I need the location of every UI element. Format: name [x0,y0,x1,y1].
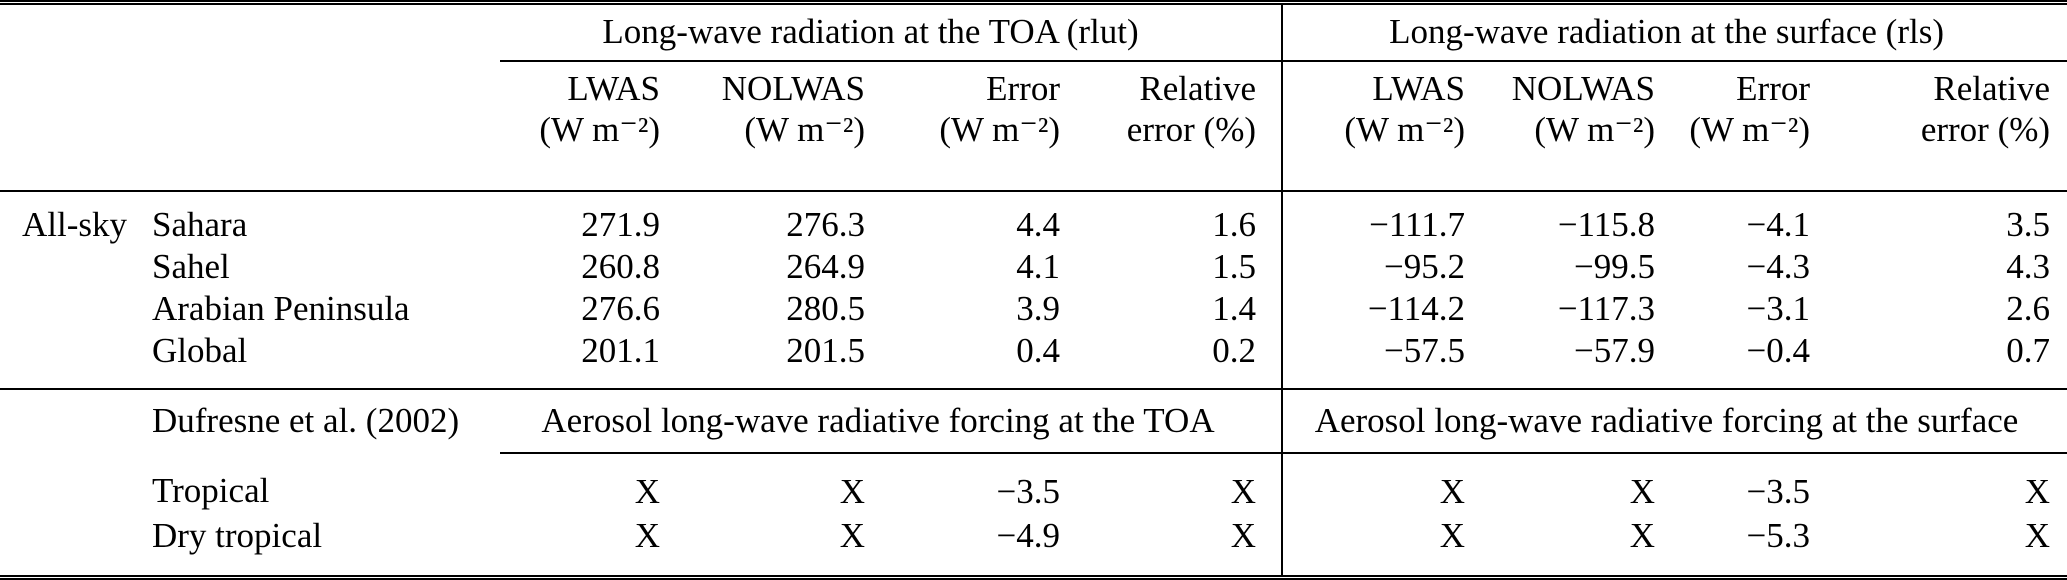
empty-cell [0,110,500,192]
unit-lwas-surface: (W m⁻²) [1281,110,1466,192]
cell-value: 201.5 [660,330,865,390]
col-header-relative-surface: Relative [1933,69,2051,109]
cell-value: −117.3 [1557,288,1656,328]
table-row-sahel: Sahel 260.8 264.9 4.1 1.5 −95.2 −99.5 −4… [0,246,2067,288]
table-row-group-headers: Long-wave radiation at the TOA (rlut) Lo… [0,5,2067,62]
unit-error-surface: (W m⁻²) [1655,110,1811,192]
cell-value: 0.7 [1810,330,2067,390]
span-header-forcing-surface: Aerosol long-wave radiative forcing at t… [1281,389,2067,454]
row-label: Global [130,330,500,390]
cell-value: 3.9 [1016,288,1060,328]
cell-value: 276.6 [581,288,660,328]
table-row-dufresne-header: Dufresne et al. (2002) Aerosol long-wave… [0,389,2067,454]
cell-value: 4.3 [2006,246,2051,286]
empty-cell [0,453,130,514]
col-header-error-surface: Error [1736,69,1811,109]
col-header-error-toa: Error [986,69,1060,109]
cell-value: −57.5 [1281,330,1466,390]
unit-lwas-toa: (W m⁻²) [500,110,660,192]
span-header-forcing-toa: Aerosol long-wave radiative forcing at t… [500,389,1283,454]
cell-value: 3.5 [2006,204,2051,244]
cell-value: X [2024,471,2051,511]
table-row-global: Global 201.1 201.5 0.4 0.2 −57.5 −57.9 −… [0,330,2067,390]
section-label-allsky: All-sky [22,204,127,244]
cell-value: 0.2 [1060,330,1283,390]
cell-value: −3.5 [996,471,1061,511]
cell-value: X [1230,471,1257,511]
cell-value: 264.9 [786,246,865,286]
empty-cell [0,330,130,390]
unit-relative-surface: error (%) [1810,110,2067,192]
cell-value: −57.9 [1465,330,1656,390]
row-label: Dry tropical [152,515,323,555]
cell-value: 2.6 [2006,288,2051,328]
col-header-nolwas-surface: NOLWAS [1511,69,1656,109]
cell-value: −3.1 [1746,288,1811,328]
col-header-relative-toa: Relative [1139,69,1257,109]
cell-value: X [1281,453,1466,514]
col-header-lwas-surface: LWAS [1281,61,1466,110]
empty-cell [0,61,500,110]
cell-value: 1.6 [1212,204,1257,244]
cell-value: X [1281,514,1466,575]
row-label: Sahel [152,246,230,286]
group-header-toa: Long-wave radiation at the TOA (rlut) [500,5,1283,62]
table-row-subheaders: LWAS NOLWAS Error Relative LWAS NOLWAS E… [0,61,2067,110]
empty-cell [0,5,500,61]
unit-relative-toa: error (%) [1060,110,1283,192]
cell-value: 0.4 [865,330,1060,390]
cell-value: −99.5 [1574,246,1656,286]
table-row-sahara: All-sky Sahara 271.9 276.3 4.4 1.6 −111.… [0,191,2067,246]
cell-value: −115.8 [1557,204,1656,244]
cell-value: 1.5 [1212,246,1257,286]
cell-value: −3.5 [1746,471,1811,511]
cell-value: 280.5 [786,288,865,328]
col-header-lwas-toa: LWAS [567,69,660,109]
cell-value: 271.9 [581,204,660,244]
unit-nolwas-toa: (W m⁻²) [660,110,865,192]
table-row-tropical: Tropical X X −3.5 X X X −3.5 X [0,453,2067,514]
cell-value: 4.4 [1016,204,1060,244]
group-header-surface: Long-wave radiation at the surface (rls) [1281,5,2067,62]
unit-nolwas-surface: (W m⁻²) [1465,110,1656,192]
table-row-dry-tropical: Dry tropical X X −4.9 X X X −5.3 X [0,514,2067,575]
cell-value: 201.1 [500,330,660,390]
empty-cell [0,514,130,575]
cell-value: X [1629,471,1656,511]
cell-value: X [2024,515,2051,555]
cell-value: X [839,515,865,555]
cell-value: 1.4 [1212,288,1257,328]
col-header-nolwas-toa: NOLWAS [721,69,865,109]
cell-value: −4.9 [996,515,1061,555]
row-label: Arabian Peninsula [152,288,410,328]
cell-value: 276.3 [786,204,865,244]
table-row-units: (W m⁻²) (W m⁻²) (W m⁻²) error (%) (W m⁻²… [0,110,2067,192]
empty-cell [0,389,130,453]
cell-value: −111.7 [1281,191,1466,246]
cell-value: −5.3 [1746,515,1811,555]
cell-value: X [1230,515,1257,555]
cell-value: −4.1 [1746,204,1811,244]
cell-value: −95.2 [1281,246,1466,288]
cell-value: −4.3 [1746,246,1811,286]
cell-value: X [839,471,865,511]
cell-value: X [634,471,660,511]
unit-error-toa: (W m⁻²) [865,110,1060,192]
row-label: Tropical [152,471,270,511]
cell-value: −0.4 [1655,330,1811,390]
cell-value: −114.2 [1281,288,1466,330]
cell-value: X [634,515,660,555]
cell-value: 4.1 [1016,246,1060,286]
cell-value: X [1629,515,1656,555]
row-label: Sahara [152,204,248,244]
empty-cell [0,246,130,288]
table-row-arabian-peninsula: Arabian Peninsula 276.6 280.5 3.9 1.4 −1… [0,288,2067,330]
radiation-table: Long-wave radiation at the TOA (rlut) Lo… [0,5,2067,575]
empty-cell [0,288,130,330]
cell-value: 260.8 [581,246,660,286]
source-label-dufresne: Dufresne et al. (2002) [152,401,460,441]
